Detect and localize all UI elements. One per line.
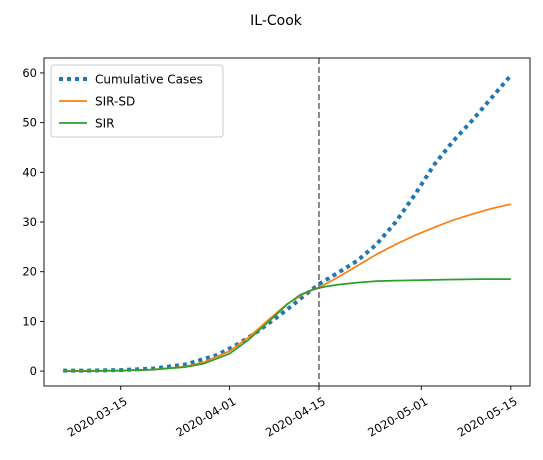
series-layer (63, 74, 513, 373)
y-tick-label: 60 (22, 66, 37, 80)
x-tick-label: 2020-04-01 (173, 394, 238, 440)
legend-label: SIR (95, 117, 115, 131)
x-axis: 2020-03-15 2020-04-01 2020-04-15 2020-05-01… (65, 386, 520, 440)
y-tick-label: 40 (22, 165, 37, 179)
legend: Cumulative Cases SIR-SD SIR (50, 64, 224, 138)
y-tick-label: 20 (22, 265, 37, 279)
x-tick-label: 2020-05-15 (455, 394, 520, 440)
series-line-3 (63, 278, 511, 372)
x-tick-label: 2020-05-01 (365, 394, 430, 440)
y-axis: 0 10 20 30 40 50 60 (22, 66, 44, 378)
x-tick-label: 2020-03-15 (65, 394, 130, 440)
legend-label: SIR-SD (95, 95, 135, 109)
y-tick-label: 0 (30, 364, 37, 378)
legend-label: Cumulative Cases (95, 73, 203, 87)
series-line-1 (63, 74, 513, 373)
legend-box (50, 64, 224, 138)
y-tick-label: 50 (22, 116, 37, 130)
chart-title: IL-Cook (250, 13, 303, 29)
y-tick-label: 10 (22, 314, 37, 328)
y-tick-label: 30 (22, 215, 37, 229)
series-line-2 (63, 203, 512, 372)
x-tick-label: 2020-04-15 (263, 394, 328, 440)
